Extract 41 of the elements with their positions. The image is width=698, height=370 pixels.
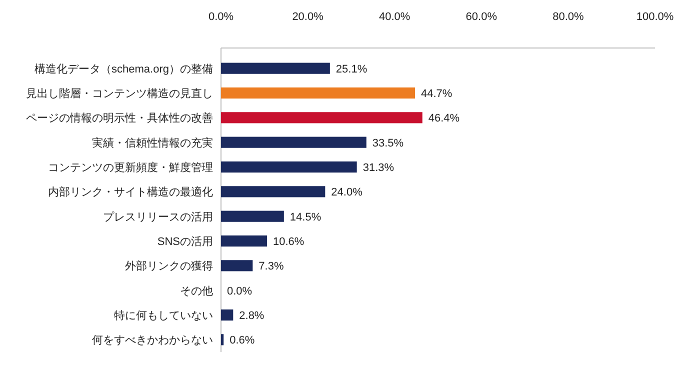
x-tick-label: 80.0% — [552, 11, 584, 23]
y-tick-label: 実績・信頼性情報の充実 — [92, 136, 213, 150]
data-label: 46.4% — [428, 112, 460, 125]
y-tick-label: 外部リンクの獲得 — [125, 260, 213, 273]
data-label: 2.8% — [239, 310, 264, 322]
bar — [221, 186, 326, 198]
bar — [221, 334, 224, 346]
y-tick-label: 特に何もしていない — [114, 310, 213, 322]
x-tick-label: 100.0% — [636, 11, 674, 23]
y-tick-label: プレスリリースの活用 — [103, 210, 213, 224]
bar — [221, 210, 284, 222]
x-tick-label: 20.0% — [292, 11, 324, 23]
y-tick-label: 見出し階層・コンテンツ構造の見直し — [26, 87, 213, 100]
data-label: 7.3% — [258, 260, 284, 273]
data-label: 31.3% — [362, 162, 394, 174]
x-tick-label: 40.0% — [379, 11, 410, 23]
data-label: 44.7% — [421, 88, 452, 100]
x-tick-label: 60.0% — [466, 11, 498, 23]
y-tick-label: 構造化データ（schema.org）の整備 — [34, 62, 213, 76]
data-label: 25.1% — [336, 63, 368, 76]
y-tick-label: ページの情報の明示性・具体性の改善 — [26, 112, 213, 125]
data-label: 24.0% — [331, 186, 363, 199]
bar — [221, 260, 253, 272]
data-label: 33.5% — [372, 137, 404, 150]
y-tick-label: 内部リンク・サイト構造の最適化 — [48, 186, 213, 199]
bar — [221, 136, 366, 148]
data-label: 0.0% — [227, 285, 252, 298]
bar — [221, 87, 415, 99]
y-tick-label: 何をすべきかわからない — [92, 334, 213, 347]
data-label: 14.5% — [290, 211, 322, 224]
y-tick-label: その他 — [180, 285, 213, 298]
data-label: 10.6% — [273, 236, 304, 248]
y-tick-label: コンテンツの更新頻度・鮮度管理 — [48, 161, 213, 174]
bar — [221, 161, 357, 173]
bar — [221, 112, 422, 124]
data-label: 0.6% — [230, 334, 255, 347]
bar — [221, 309, 234, 321]
bar — [221, 235, 268, 247]
x-tick-label: 0.0% — [208, 11, 234, 23]
bar — [221, 62, 330, 74]
y-tick-label: SNSの活用 — [157, 236, 213, 248]
